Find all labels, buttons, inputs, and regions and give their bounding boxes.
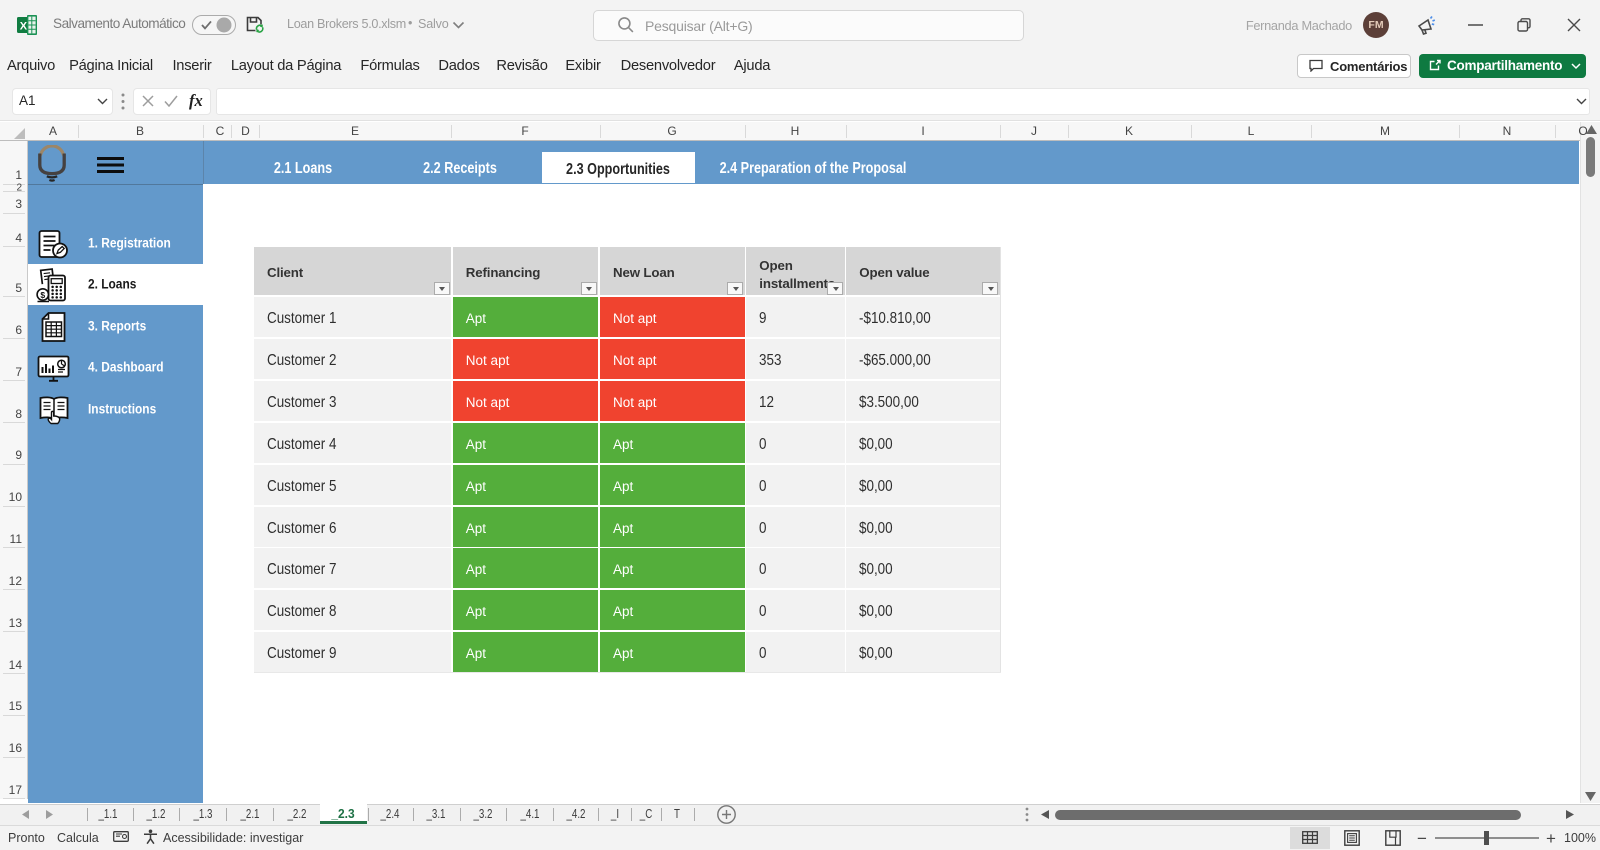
svg-text:$: $ [40, 289, 45, 299]
svg-text:X: X [20, 20, 28, 32]
